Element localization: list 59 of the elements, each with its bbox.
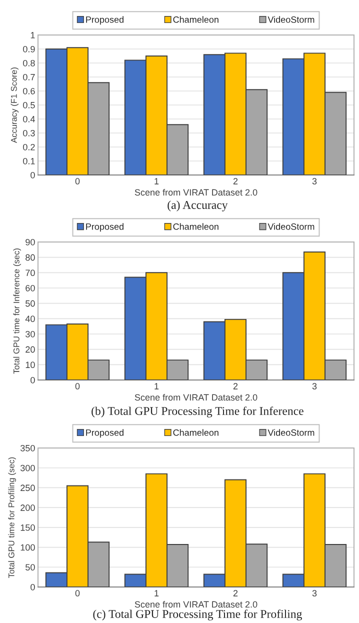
y-tick-label: 0.9 xyxy=(23,46,35,52)
y-tick-label: 300 xyxy=(20,464,35,472)
text: (b) Total GPU Processing Time for Inference xyxy=(92,406,304,418)
y-axis-title: Accuracy (F1 Score) xyxy=(10,68,19,143)
y-tick-label: 0 xyxy=(30,376,35,384)
legend-label: VideoStorm xyxy=(268,429,314,436)
y-tick-label: 0.7 xyxy=(23,74,35,80)
x-tick-label: 3 xyxy=(312,590,317,596)
legend-label: Proposed xyxy=(86,16,124,25)
y-tick-label: 90 xyxy=(26,238,35,246)
x-tick-label: 0 xyxy=(75,383,80,390)
legend-label: Proposed xyxy=(86,429,124,438)
x-axis-title: Scene from VIRAT Dataset 2.0 xyxy=(134,600,258,608)
y-tick-label: 10 xyxy=(26,362,35,368)
y-tick-label: 150 xyxy=(20,524,35,531)
y-tick-label: 250 xyxy=(20,484,35,492)
y-tick-label: 1 xyxy=(30,32,35,38)
y-tick-label: 0 xyxy=(30,172,35,178)
x-tick-label: 3 xyxy=(312,178,317,184)
y-tick-label: 0.2 xyxy=(23,144,35,150)
y-tick-label: 200 xyxy=(20,504,35,511)
x-axis-title: Scene from VIRAT Dataset 2.0 xyxy=(134,188,258,196)
y-tick-label: 0.8 xyxy=(23,60,35,66)
y-axis-title: Total GPU time for Profiling (sec) xyxy=(8,457,16,578)
y-tick-label: 0.3 xyxy=(23,130,35,136)
legend-label: VideoStorm xyxy=(268,16,314,23)
y-tick-label: 0.6 xyxy=(23,88,35,94)
y-axis-title: Total GPU time for Inference (sec) xyxy=(13,248,22,374)
y-tick-label: 60 xyxy=(26,284,35,292)
y-tick-label: 30 xyxy=(26,330,35,338)
y-tick-label: 0.5 xyxy=(23,102,35,108)
x-tick-label: 2 xyxy=(233,590,238,596)
y-tick-label: 0.1 xyxy=(23,158,35,164)
x-axis-title: Scene from VIRAT Dataset 2.0 xyxy=(134,394,258,401)
x-tick-label: 2 xyxy=(233,178,238,184)
legend-label: VideoStorm xyxy=(268,223,314,230)
y-tick-label: 50 xyxy=(26,300,35,307)
text: (c) Total GPU Processing Time for Profiling xyxy=(93,610,302,620)
text: (a) Accuracy xyxy=(168,200,228,212)
y-tick-label: 100 xyxy=(20,544,35,551)
x-tick-label: 1 xyxy=(154,383,159,390)
y-tick-label: 0 xyxy=(30,584,35,590)
legend-label: Chameleon xyxy=(173,16,218,23)
x-tick-label: 0 xyxy=(75,590,80,596)
y-tick-label: 350 xyxy=(20,444,35,452)
legend-label: Chameleon xyxy=(173,429,218,436)
y-tick-label: 70 xyxy=(26,270,35,276)
x-tick-label: 2 xyxy=(233,383,238,390)
x-tick-label: 1 xyxy=(154,178,159,184)
y-tick-label: 80 xyxy=(26,254,35,261)
y-tick-label: 40 xyxy=(25,316,35,322)
y-tick-label: 50 xyxy=(26,564,35,571)
x-tick-label: 0 xyxy=(75,178,80,184)
legend-label: Proposed xyxy=(86,223,124,232)
x-tick-label: 3 xyxy=(312,383,317,390)
legend-label: Chameleon xyxy=(173,223,218,230)
x-tick-label: 1 xyxy=(154,590,159,596)
y-tick-label: 20 xyxy=(26,346,35,353)
y-tick-label: 0.4 xyxy=(23,116,35,122)
